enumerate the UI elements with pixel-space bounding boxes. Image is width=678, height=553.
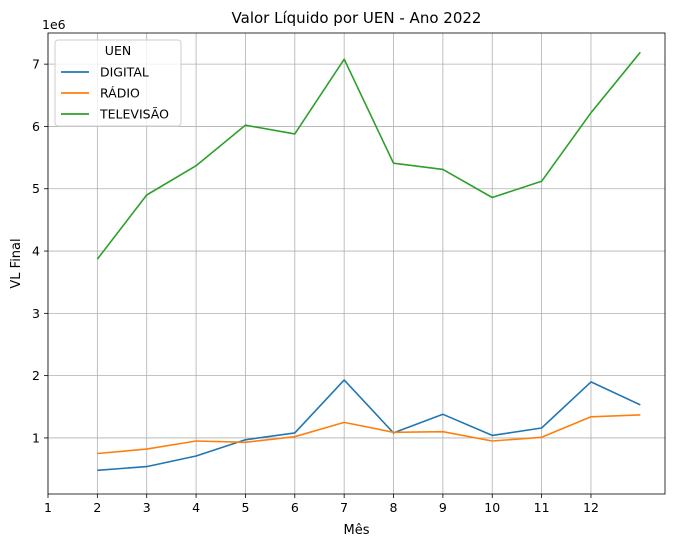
legend: UEN DIGITAL RÁDIO TELEVISÃO: [54, 39, 182, 127]
x-tick-label: 6: [291, 500, 299, 515]
y-tick-label: 4: [32, 244, 40, 259]
y-axis-offset-label: 1e6: [42, 17, 66, 32]
legend-title: UEN: [105, 43, 131, 58]
series-line-digital: [97, 379, 641, 472]
y-tick-label: 7: [32, 57, 40, 72]
y-axis-label: VL Final: [9, 238, 24, 288]
y-tick-label: 6: [32, 119, 40, 134]
legend-entry-label: RÁDIO: [100, 86, 140, 101]
x-tick-label: 1: [44, 500, 52, 515]
x-tick-label: 8: [390, 500, 398, 515]
chart-title: Valor Líquido por UEN - Ano 2022: [232, 9, 482, 27]
x-tick-label: 7: [340, 500, 348, 515]
x-tick-label: 2: [93, 500, 101, 515]
x-tick-label: 3: [143, 500, 151, 515]
legend-entry-label: DIGITAL: [100, 65, 149, 80]
series-lines: [96, 51, 641, 472]
y-tick-label: 2: [32, 368, 40, 383]
x-tick-label: 9: [439, 500, 447, 515]
x-tick-label: 4: [192, 500, 200, 515]
x-tick-label: 5: [241, 500, 249, 515]
legend-box: [54, 39, 182, 127]
y-tick-label: 5: [32, 181, 40, 196]
series-line-rádio: [97, 414, 641, 455]
y-tick-label: 3: [32, 306, 40, 321]
x-tick-label: 10: [484, 500, 500, 515]
x-tick-label: 12: [583, 500, 599, 515]
plot-frame: [47, 32, 666, 495]
y-tick-label: 1: [32, 430, 40, 445]
x-tick-label: 11: [534, 500, 550, 515]
legend-entries: DIGITAL RÁDIO TELEVISÃO: [61, 65, 169, 122]
series-line-televisão: [96, 51, 641, 260]
legend-entry-label: TELEVISÃO: [99, 107, 169, 122]
x-axis-label: Mês: [344, 523, 370, 538]
